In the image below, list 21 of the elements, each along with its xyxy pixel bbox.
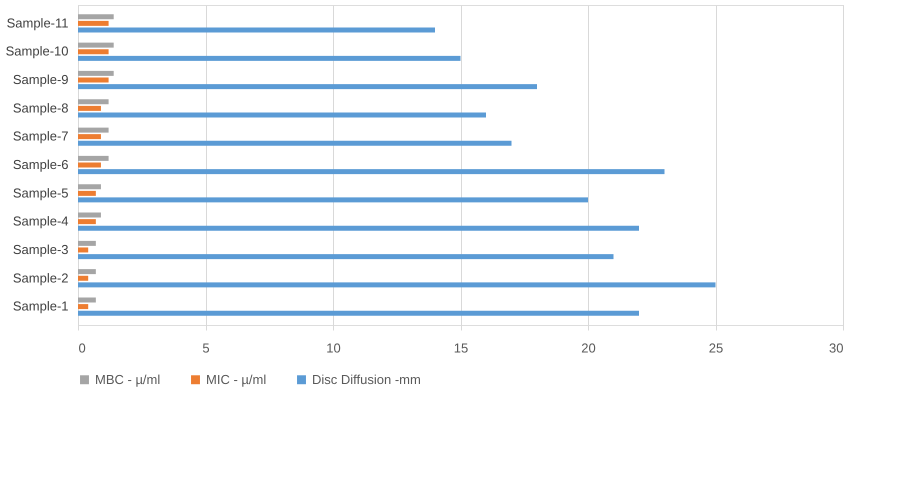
y-tick-label: Sample-9 <box>12 72 68 88</box>
x-tick-label: 10 <box>326 340 341 356</box>
y-tick-label: Sample-11 <box>6 15 68 30</box>
y-tick-label: Sample-6 <box>12 157 68 172</box>
y-tick-label: Sample-4 <box>12 214 68 229</box>
legend-label: Disc Diffusion -mm <box>312 372 421 387</box>
y-tick-label: Sample-5 <box>12 185 68 200</box>
y-tick-label: Sample-3 <box>12 242 68 257</box>
x-tick-label: 25 <box>708 340 724 356</box>
y-tick-label: Sample-10 <box>6 44 68 59</box>
y-tick-label: Sample-2 <box>12 270 68 286</box>
x-tick-label: 5 <box>202 340 210 356</box>
x-tick-label: 30 <box>829 340 844 356</box>
x-tick-label: 20 <box>581 340 596 356</box>
legend-label: MIC - µ/ml <box>206 372 266 387</box>
y-tick-label: Sample-8 <box>12 100 68 116</box>
x-tick-label: 0 <box>78 340 86 356</box>
legend-label: MBC - µ/ml <box>95 372 160 387</box>
x-tick-label: 15 <box>454 340 468 356</box>
y-tick-label: Sample-1 <box>12 298 68 314</box>
y-tick-label: Sample-7 <box>12 128 68 144</box>
